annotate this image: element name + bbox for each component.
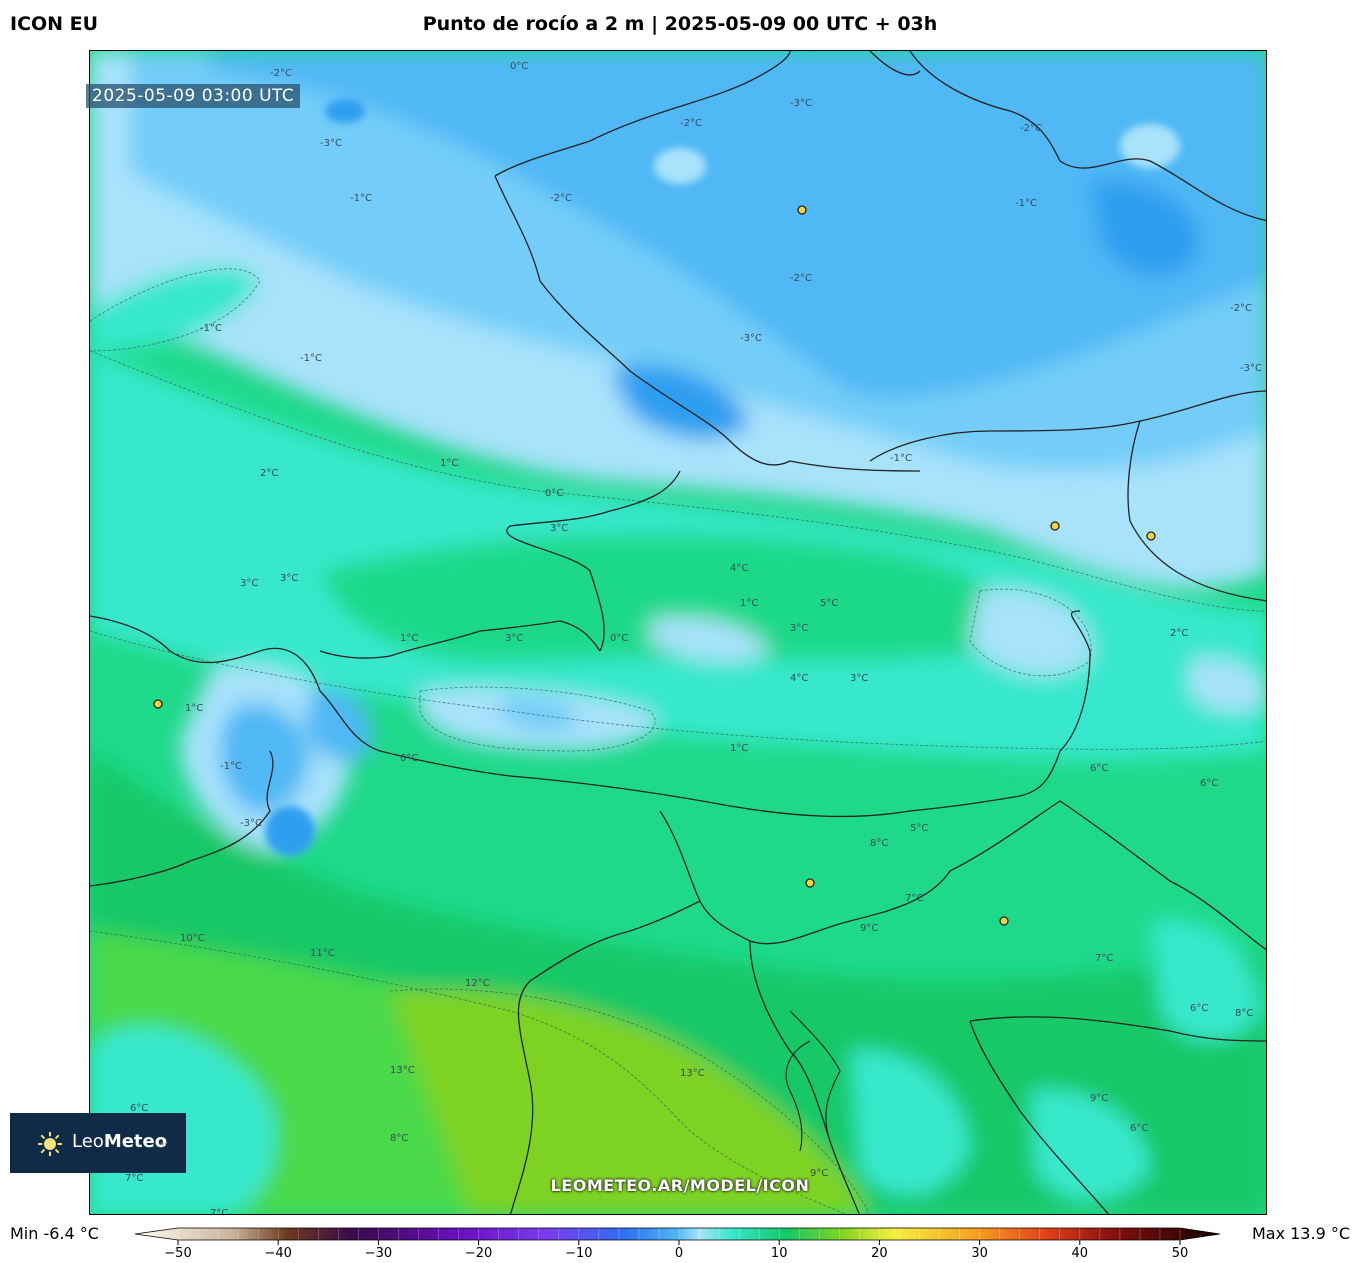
- dewpoint-map: -2°C -3°C -2°C -1°C 0°C -2°C -3°C -2°C -1°C -2°C -…: [90, 51, 1266, 1215]
- contour-label: 5°C: [910, 823, 928, 834]
- contour-label: 1°C: [440, 458, 458, 469]
- contour-label: -3°C: [320, 138, 342, 149]
- colorbar-tick-label: 50: [1172, 1246, 1189, 1260]
- contour-label: -1°C: [350, 193, 372, 204]
- country-borders: [90, 51, 1266, 1214]
- contour-label: 1°C: [740, 598, 758, 609]
- contour-label: 10°C: [180, 933, 205, 944]
- contour-label: 0°C: [400, 753, 418, 764]
- contour-label: 0°C: [545, 488, 563, 499]
- city-markers: [153, 205, 1156, 926]
- contour-label: -1°C: [890, 453, 912, 464]
- contour-label: 0°C: [510, 61, 528, 72]
- colorbar-tick-label: −30: [365, 1246, 392, 1260]
- contour-label: 1°C: [185, 703, 203, 714]
- contour-label: 7°C: [905, 893, 923, 904]
- colorbar: −50 −40 −30 −20 −10 0 10 20 30 40 50: [134, 1227, 1221, 1260]
- colorbar-tick-label: 10: [771, 1246, 788, 1260]
- contour-label: 13°C: [390, 1065, 415, 1076]
- colorbar-tick-label: 0: [675, 1246, 683, 1260]
- logo-text-light: Leo: [72, 1131, 104, 1152]
- valid-time-badge: 2025-05-09 03:00 UTC: [86, 84, 301, 108]
- contour-label: -2°C: [1020, 123, 1042, 134]
- contour-labels: -2°C -3°C -2°C -1°C 0°C -2°C -3°C -2°C -1°C -2°C -…: [125, 61, 1262, 1215]
- contour-label: 6°C: [130, 1103, 148, 1114]
- colorbar-gradient: [134, 1227, 1221, 1241]
- contour-label: 9°C: [810, 1168, 828, 1179]
- contour-label: 3°C: [240, 578, 258, 589]
- watermark-url: LEOMETEO.AR/MODEL/ICON: [550, 1176, 810, 1195]
- contour-label: 4°C: [730, 563, 748, 574]
- city-marker[interactable]: [999, 916, 1009, 926]
- contour-label: -2°C: [270, 68, 292, 79]
- contour-label: -3°C: [240, 818, 262, 829]
- contour-label: 4°C: [790, 673, 808, 684]
- contour-label: -3°C: [790, 98, 812, 109]
- logo-suffix: .ar: [158, 1140, 168, 1148]
- sun-icon: [38, 1132, 62, 1156]
- city-marker[interactable]: [797, 205, 807, 215]
- contour-label: 9°C: [860, 923, 878, 934]
- city-marker[interactable]: [1050, 521, 1060, 531]
- chart-title: Punto de rocío a 2 m | 2025-05-09 00 UTC…: [422, 13, 938, 35]
- contour-label: 8°C: [390, 1133, 408, 1144]
- contour-label: -3°C: [1240, 363, 1262, 374]
- colorbar-tick-label: −20: [465, 1246, 492, 1260]
- contour-label: -1°C: [300, 353, 322, 364]
- city-marker[interactable]: [153, 699, 163, 709]
- logo-text-bold: Meteo: [103, 1131, 168, 1152]
- contour-label: -1°C: [1015, 198, 1037, 209]
- contour-label: 1°C: [400, 633, 418, 644]
- min-value-label: Min -6.4 °C: [10, 1224, 99, 1243]
- contour-label: 5°C: [820, 598, 838, 609]
- contour-label: 6°C: [1200, 778, 1218, 789]
- contour-label: 3°C: [280, 573, 298, 584]
- contour-label: 7°C: [210, 1208, 228, 1215]
- contour-label: 6°C: [1130, 1123, 1148, 1134]
- colorbar-tick-label: 30: [971, 1246, 988, 1260]
- logo-wordmark: LeoMeteo: [72, 1131, 167, 1152]
- contour-label: 1°C: [730, 743, 748, 754]
- contour-label: 9°C: [1090, 1093, 1108, 1104]
- city-marker[interactable]: [1146, 531, 1156, 541]
- contour-label: 8°C: [870, 838, 888, 849]
- contour-label: -2°C: [1230, 303, 1252, 314]
- contour-label: 8°C: [1235, 1008, 1253, 1019]
- colorbar-tick-label: −50: [164, 1246, 191, 1260]
- leometeo-logo[interactable]: LeoMeteo .ar: [10, 1113, 186, 1173]
- contour-label: -2°C: [680, 118, 702, 129]
- contour-label: 3°C: [850, 673, 868, 684]
- contour-label: -3°C: [740, 333, 762, 344]
- contour-label: 7°C: [125, 1173, 143, 1184]
- contour-label: 3°C: [790, 623, 808, 634]
- contour-label: 3°C: [505, 633, 523, 644]
- contour-label: 2°C: [260, 468, 278, 479]
- colorbar-tick-label: −10: [565, 1246, 592, 1260]
- contour-label: -2°C: [790, 273, 812, 284]
- contour-label: -2°C: [550, 193, 572, 204]
- contour-label: 3°C: [550, 523, 568, 534]
- contour-label: 6°C: [1090, 763, 1108, 774]
- contour-label: 12°C: [465, 978, 490, 989]
- city-marker[interactable]: [805, 878, 815, 888]
- max-value-label: Max 13.9 °C: [1251, 1224, 1350, 1243]
- colorbar-tick-label: −40: [264, 1246, 291, 1260]
- colorbar-tick-label: 40: [1072, 1246, 1089, 1260]
- contour-label: 11°C: [310, 948, 335, 959]
- colorbar-tick-label: 20: [871, 1246, 888, 1260]
- dewpoint-field: [90, 51, 1266, 1214]
- contour-label: -1°C: [200, 323, 222, 334]
- coastline: [785, 1010, 841, 1152]
- contour-label: 13°C: [680, 1068, 705, 1079]
- map-panel[interactable]: -2°C -3°C -2°C -1°C 0°C -2°C -3°C -2°C -1°C -2°C -…: [89, 50, 1267, 1215]
- contour-label: 0°C: [610, 633, 628, 644]
- model-label: ICON EU: [10, 13, 99, 35]
- contour-label: -1°C: [220, 761, 242, 772]
- contour-lines: [90, 268, 1266, 1214]
- contour-label: 7°C: [1095, 953, 1113, 964]
- contour-label: 2°C: [1170, 628, 1188, 639]
- dewpoint-patches: [265, 99, 1180, 856]
- contour-label: 6°C: [1190, 1003, 1208, 1014]
- colorbar-ticks: −50 −40 −30 −20 −10 0 10 20 30 40 50: [164, 1228, 1188, 1260]
